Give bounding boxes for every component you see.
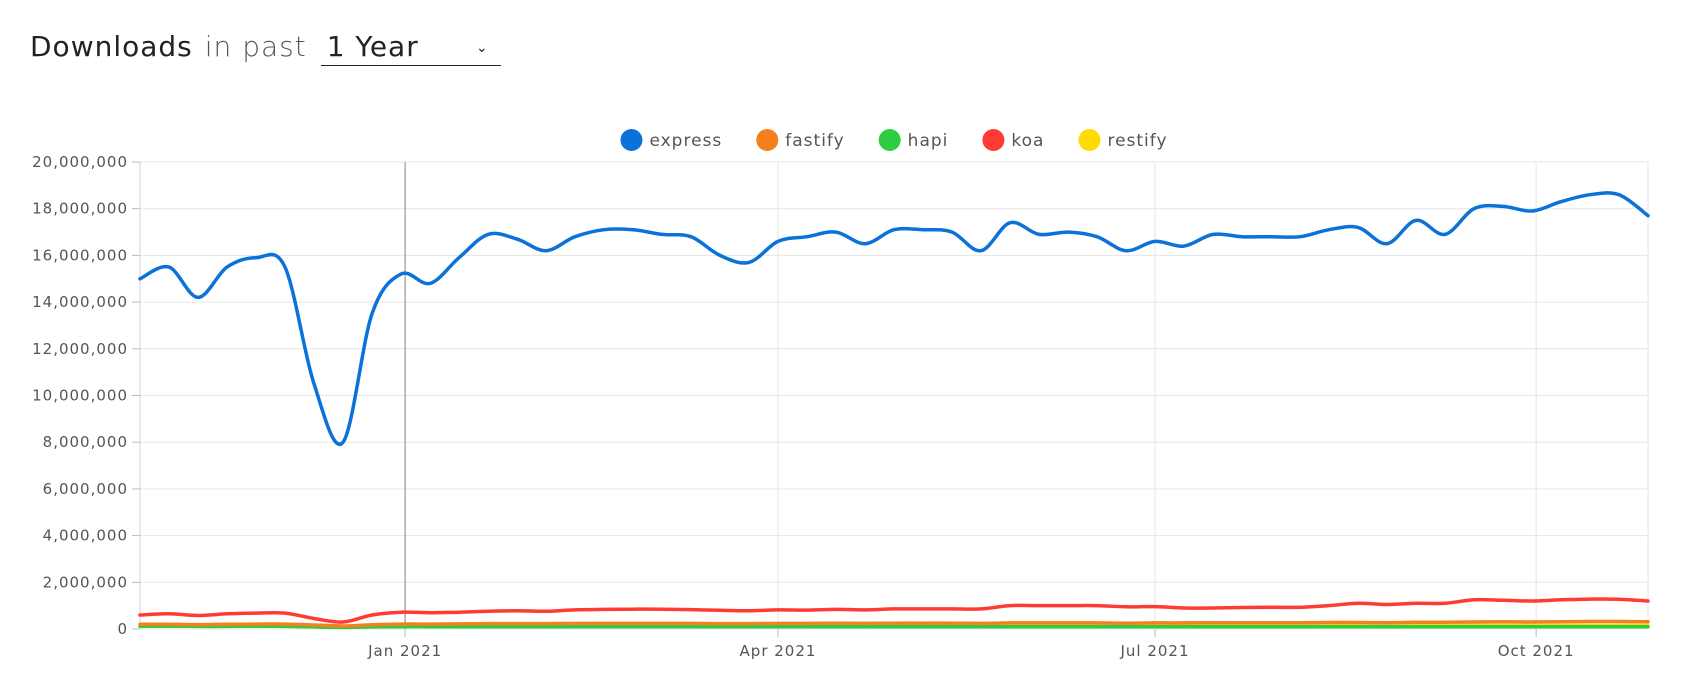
chart-legend: express fastify hapi koa restify [620,129,1167,151]
period-select[interactable]: 1 Year ⌄ [320,30,501,66]
series-line-express [138,191,1650,446]
y-tick-label: 16,000,000 [32,246,128,264]
chart-series [138,191,1650,630]
legend-swatch-fastify [756,129,779,151]
y-tick-label: 0 [117,620,128,638]
x-tick-label: Jan 2021 [367,642,442,660]
legend-label-restify: restify [1107,131,1167,151]
legend-label-koa: koa [1011,131,1044,151]
y-tick-label: 2,000,000 [43,573,128,591]
series-line-koa [138,597,1650,624]
series-line-fastify [138,619,1650,628]
y-tick-label: 18,000,000 [32,200,128,218]
legend-item-koa: koa [982,129,1044,151]
y-axis: 0 2,000,000 4,000,000 6,000,000 8,000,000 10,… [32,153,140,638]
legend-label-fastify: fastify [785,131,844,151]
legend-label-hapi: hapi [908,131,949,151]
legend-item-express: express [620,129,722,151]
legend-item-restify: restify [1078,129,1167,151]
legend-swatch-koa [982,129,1005,151]
legend-label-express: express [649,131,722,151]
chart-grid [139,161,1649,630]
y-tick-label: 10,000,000 [32,387,128,405]
y-tick-label: 8,000,000 [43,433,128,451]
y-tick-label: 12,000,000 [32,340,128,358]
legend-item-fastify: fastify [756,129,844,151]
series-line-hapi [138,624,1650,630]
y-tick-label: 14,000,000 [32,293,128,311]
downloads-header: Downloads in past 1 Year ⌄ [30,30,501,66]
y-tick-label: 20,000,000 [32,153,128,171]
y-tick-label: 4,000,000 [43,527,128,545]
legend-swatch-hapi [878,129,901,151]
x-axis: Jan 2021 Apr 2021 Jul 2021 Oct 2021 [367,629,1574,660]
chevron-down-icon: ⌄ [475,40,489,56]
x-tick-label: Apr 2021 [740,642,817,660]
downloads-title: Downloads [30,30,193,63]
x-tick-label: Jul 2021 [1119,642,1189,660]
legend-swatch-express [620,129,643,151]
x-tick-label: Oct 2021 [1498,642,1575,660]
legend-swatch-restify [1078,129,1101,151]
legend-item-hapi: hapi [878,129,949,151]
period-select-value: 1 Year [326,30,419,63]
downloads-subtitle: in past [204,30,307,63]
y-tick-label: 6,000,000 [43,480,128,498]
